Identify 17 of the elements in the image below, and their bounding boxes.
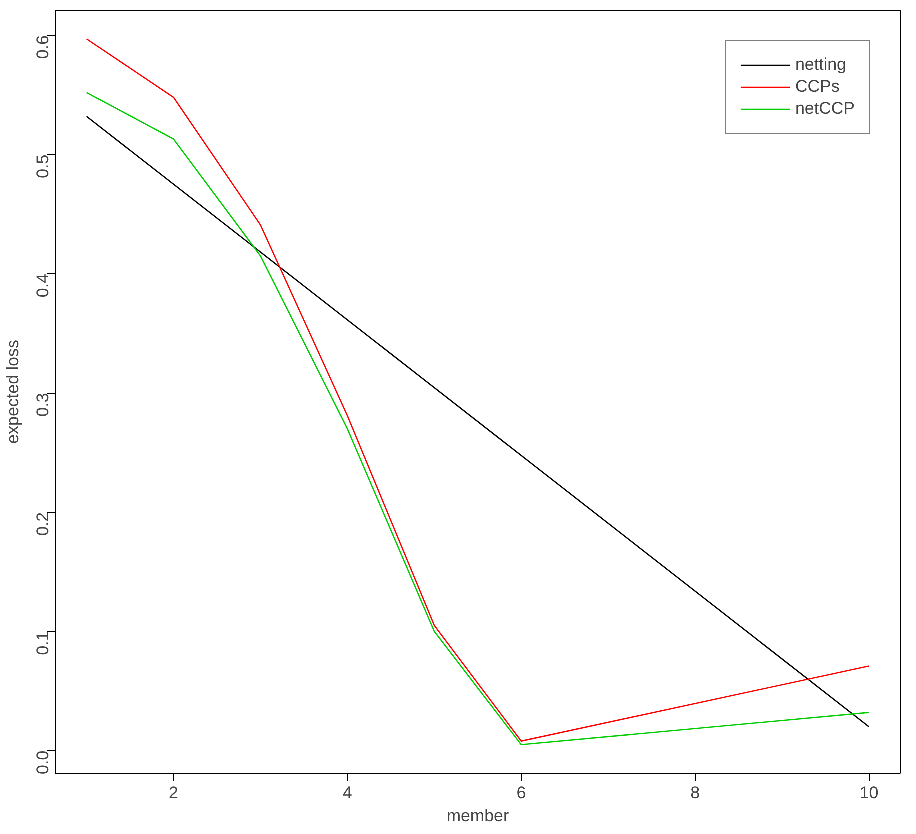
x-tick-label: 2	[169, 784, 178, 802]
y-tick-label: 0.5	[34, 154, 52, 178]
x-tick-label: 4	[342, 784, 352, 802]
y-axis-title: expected loss	[4, 340, 22, 444]
x-tick-label: 8	[690, 784, 700, 802]
legend-label: netCCP	[795, 99, 855, 119]
x-axis-title: member	[446, 806, 510, 826]
legend-label: netting	[795, 55, 847, 75]
y-tick-label: 0.4	[34, 274, 52, 298]
y-tick-label: 0.3	[34, 393, 52, 417]
y-tick-label: 0.0	[34, 750, 52, 774]
y-tick-label: 0.1	[34, 632, 52, 656]
y-tick-label: 0.6	[34, 36, 52, 60]
legend-label: CCPs	[795, 77, 840, 97]
x-tick-label: 10	[860, 784, 879, 802]
x-tick-label: 6	[516, 784, 526, 802]
y-tick-label: 0.2	[34, 512, 52, 536]
